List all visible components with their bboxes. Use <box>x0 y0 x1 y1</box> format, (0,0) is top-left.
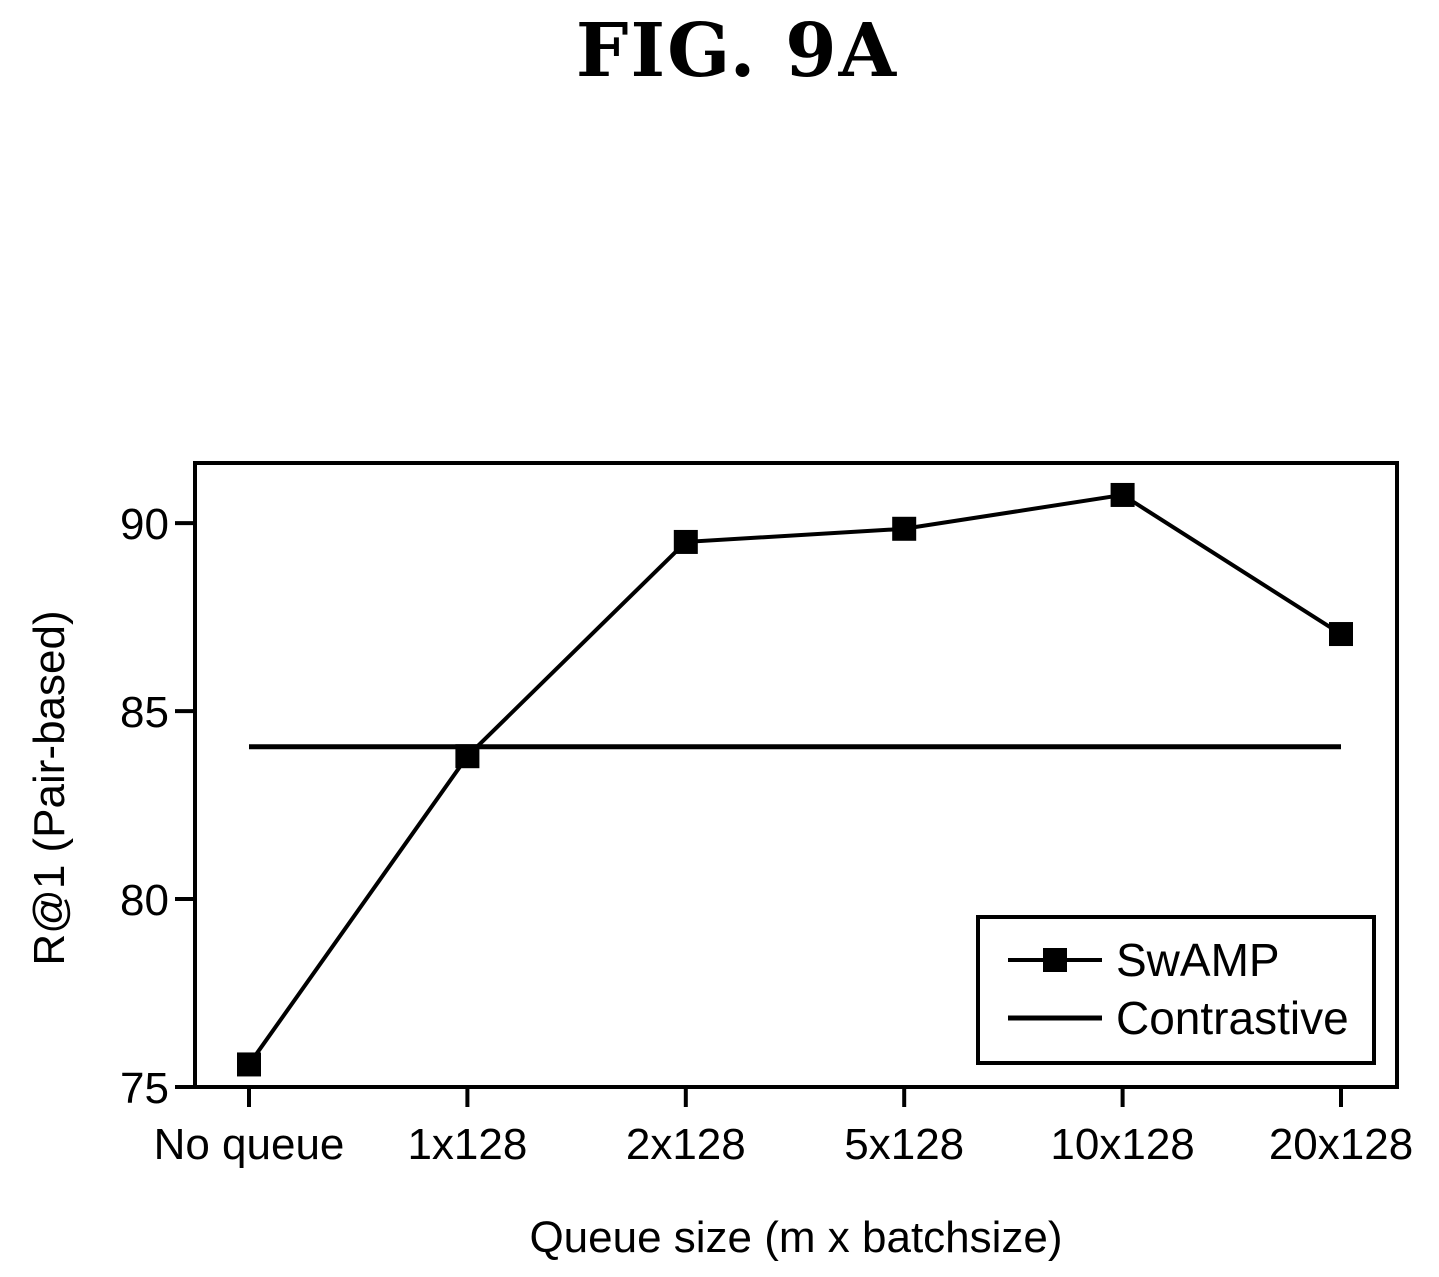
y-tick-label: 75 <box>120 1064 169 1113</box>
x-axis-label: Queue size (m x batchsize) <box>529 1213 1062 1262</box>
x-tick-label: No queue <box>154 1120 345 1169</box>
legend-swamp-marker <box>1043 948 1067 972</box>
x-tick-label: 1x128 <box>407 1120 527 1169</box>
x-tick-label: 2x128 <box>626 1120 746 1169</box>
plot-frame <box>193 461 1399 1089</box>
y-axis-ticks: 75 80 85 90 <box>120 500 195 1113</box>
legend-box <box>976 915 1376 1065</box>
plot-axes <box>193 461 1399 1089</box>
legend-label-contrastive: Contrastive <box>1116 992 1349 1044</box>
series-line-swamp <box>247 492 1343 1066</box>
legend: SwAMP Contrastive <box>976 915 1376 1065</box>
x-tick-label: 5x128 <box>844 1120 964 1169</box>
x-tick-label: 10x128 <box>1050 1120 1194 1169</box>
data-point-swamp <box>1329 622 1353 647</box>
y-tick-label: 80 <box>120 876 169 925</box>
y-axis-label: R@1 (Pair-based) <box>25 610 74 965</box>
x-tick-label: 20x128 <box>1269 1120 1413 1169</box>
data-point-swamp <box>237 1052 261 1077</box>
data-point-swamp <box>1110 482 1135 507</box>
y-tick-label: 90 <box>120 500 169 549</box>
data-point-swamp <box>673 529 698 554</box>
figure-label: FIG. 9A <box>575 8 899 94</box>
legend-label-swamp: SwAMP <box>1116 934 1280 986</box>
data-point-swamp <box>892 516 917 541</box>
x-axis-ticks: No queue 1x128 2x128 5x128 10x128 20x128 <box>154 1087 1413 1169</box>
series-layer <box>237 482 1353 1077</box>
y-tick-label: 85 <box>120 688 169 737</box>
